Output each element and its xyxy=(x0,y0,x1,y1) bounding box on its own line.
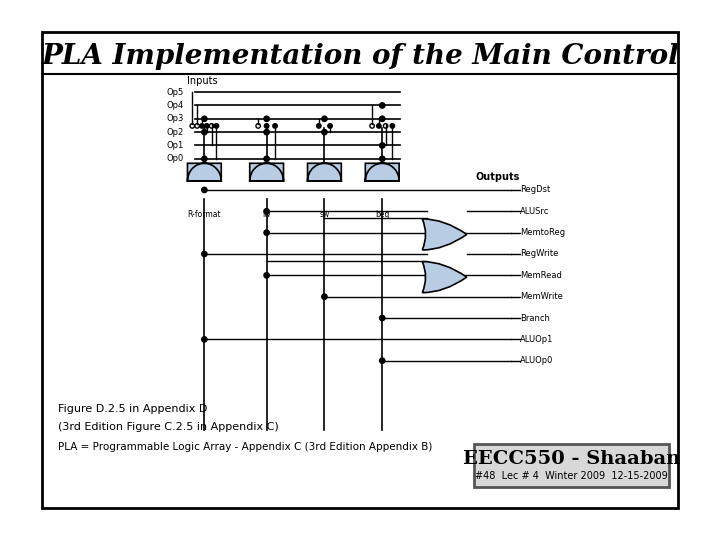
Text: #48  Lec # 4  Winter 2009  12-15-2009: #48 Lec # 4 Winter 2009 12-15-2009 xyxy=(475,471,667,481)
Text: Op2: Op2 xyxy=(166,127,184,137)
Text: ALUOp1: ALUOp1 xyxy=(520,335,554,344)
PathPatch shape xyxy=(250,163,284,181)
Text: ALUSrc: ALUSrc xyxy=(520,207,549,216)
Text: Branch: Branch xyxy=(520,314,550,322)
Text: EECC550 - Shaaban: EECC550 - Shaaban xyxy=(462,450,680,468)
Text: Op3: Op3 xyxy=(166,114,184,123)
Circle shape xyxy=(317,124,321,128)
Text: beq: beq xyxy=(375,210,390,219)
PathPatch shape xyxy=(422,219,467,250)
Text: Op0: Op0 xyxy=(166,154,184,163)
Circle shape xyxy=(264,273,269,278)
Circle shape xyxy=(215,124,219,128)
Text: Outputs: Outputs xyxy=(476,172,520,181)
PathPatch shape xyxy=(365,163,399,181)
Circle shape xyxy=(379,156,385,161)
Circle shape xyxy=(377,124,381,128)
Circle shape xyxy=(379,143,385,148)
Circle shape xyxy=(379,358,385,363)
Text: RegWrite: RegWrite xyxy=(520,249,559,259)
PathPatch shape xyxy=(422,261,467,293)
Text: Op5: Op5 xyxy=(166,87,184,97)
PathPatch shape xyxy=(307,163,341,181)
Circle shape xyxy=(264,230,269,235)
Circle shape xyxy=(199,124,204,128)
Text: Figure D.2.5 in Appendix D: Figure D.2.5 in Appendix D xyxy=(58,404,207,414)
Circle shape xyxy=(264,156,269,161)
Text: RegDst: RegDst xyxy=(520,185,550,194)
Text: R-format: R-format xyxy=(187,210,221,219)
Text: (3rd Edition Figure C.2.5 in Appendix C): (3rd Edition Figure C.2.5 in Appendix C) xyxy=(58,422,279,432)
Circle shape xyxy=(264,208,269,214)
Text: PLA = Programmable Logic Array - Appendix C (3rd Edition Appendix B): PLA = Programmable Logic Array - Appendi… xyxy=(58,442,432,453)
Text: sw: sw xyxy=(319,210,330,219)
Circle shape xyxy=(322,130,327,135)
Circle shape xyxy=(322,116,327,122)
Circle shape xyxy=(264,124,269,128)
Circle shape xyxy=(202,116,207,122)
Circle shape xyxy=(202,337,207,342)
Circle shape xyxy=(379,116,385,122)
Circle shape xyxy=(202,251,207,256)
Text: lw: lw xyxy=(262,210,271,219)
Text: Inputs: Inputs xyxy=(186,77,217,86)
Text: Op1: Op1 xyxy=(166,141,184,150)
Circle shape xyxy=(273,124,277,128)
Circle shape xyxy=(202,156,207,161)
Text: MemtoReg: MemtoReg xyxy=(520,228,565,237)
PathPatch shape xyxy=(187,163,221,181)
Text: ALUOp0: ALUOp0 xyxy=(520,356,554,365)
Circle shape xyxy=(322,294,327,299)
Text: PLA Implementation of the Main Control: PLA Implementation of the Main Control xyxy=(41,43,679,70)
Text: MemWrite: MemWrite xyxy=(520,292,563,301)
Circle shape xyxy=(202,187,207,193)
FancyBboxPatch shape xyxy=(474,444,669,488)
Text: Op4: Op4 xyxy=(166,101,184,110)
Circle shape xyxy=(379,103,385,108)
Circle shape xyxy=(328,124,333,128)
Circle shape xyxy=(204,124,209,128)
Circle shape xyxy=(390,124,395,128)
Circle shape xyxy=(202,130,207,135)
Circle shape xyxy=(264,130,269,135)
Circle shape xyxy=(264,116,269,122)
Text: MemRead: MemRead xyxy=(520,271,562,280)
Circle shape xyxy=(379,315,385,321)
